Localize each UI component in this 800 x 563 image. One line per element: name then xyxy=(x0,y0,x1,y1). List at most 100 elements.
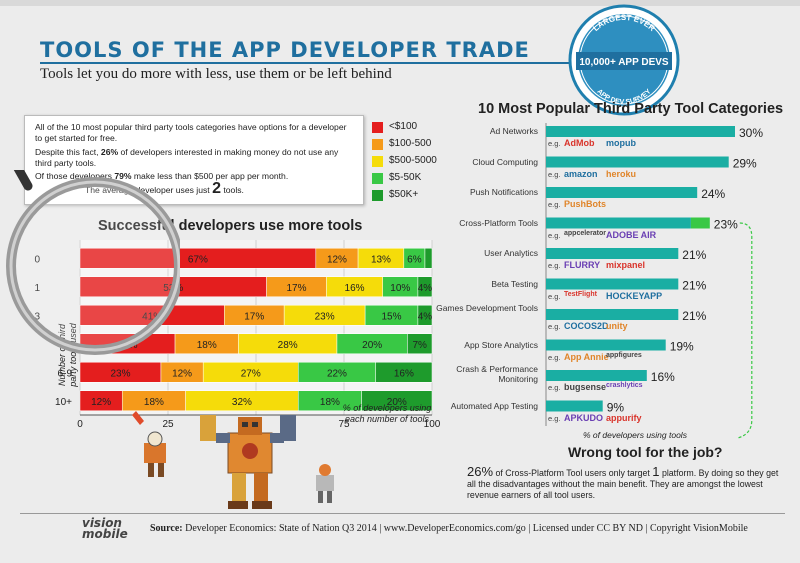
stacked-bar-segment xyxy=(238,333,338,354)
example-prefix: e.g. xyxy=(548,139,561,148)
stacked-x-title: % of developers using each number of too… xyxy=(342,403,432,424)
survey-seal: LARGEST EVER 10,000+ APP DEVS APP DEV SU… xyxy=(568,4,680,116)
example-tool-logo: FLURRY xyxy=(564,260,601,270)
wrong-tool-text: 26% of Cross-Platform Tool users only ta… xyxy=(467,464,779,500)
category-bar xyxy=(546,278,679,290)
legend-swatch xyxy=(372,156,383,167)
footer-source: Source: Developer Economics: State of Na… xyxy=(150,523,748,534)
seal-middle-text: 10,000+ APP DEVS xyxy=(579,57,669,68)
legend-item: $5-50K xyxy=(372,171,472,185)
category-label: App Store Analytics xyxy=(464,339,538,350)
legend-label: $5-50K xyxy=(389,172,422,183)
stacked-data-label: 17% xyxy=(244,311,264,322)
legend-item: <$100 xyxy=(372,120,472,134)
category-label: Cloud Computing xyxy=(472,156,538,167)
stacked-data-label: 23% xyxy=(315,311,335,322)
example-prefix: e.g. xyxy=(548,413,561,423)
category-bar xyxy=(546,217,691,229)
legend-label: $100-500 xyxy=(389,138,432,149)
legend-item: $50K+ xyxy=(372,188,472,202)
magnifier-graphic xyxy=(6,170,180,355)
legend-item: $500-5000 xyxy=(372,154,472,168)
small-robot-right xyxy=(316,464,334,503)
stacked-data-label: 16% xyxy=(394,368,414,379)
category-label: User Analytics xyxy=(484,248,538,258)
category-value-label: 30% xyxy=(739,126,763,140)
category-label: Cross-Platform Tools xyxy=(459,217,538,228)
stacked-bar-segment xyxy=(174,333,239,354)
legend-swatch xyxy=(372,122,383,133)
intro-line-1: All of the 10 most popular third party t… xyxy=(35,122,347,143)
stacked-data-label: 12% xyxy=(91,397,111,408)
example-tool-logo: appfigures xyxy=(606,351,642,359)
stacked-data-label: 7% xyxy=(412,340,427,351)
category-bar xyxy=(546,156,729,168)
stacked-data-label: 67% xyxy=(188,254,208,265)
category-value-label: 21% xyxy=(682,279,706,293)
title-rule xyxy=(40,62,570,64)
example-tool-logo: appurify xyxy=(606,412,642,423)
stacked-bar-segment xyxy=(364,305,419,326)
stacked-x-tick: 0 xyxy=(77,419,83,430)
stacked-bar-segment xyxy=(283,305,366,326)
example-tool-logo: crashlytics xyxy=(606,382,643,389)
example-tool-logo: ADOBE AIR xyxy=(606,229,657,240)
stacked-data-label: 20% xyxy=(362,340,382,351)
legend-swatch xyxy=(372,139,383,150)
category-bar xyxy=(546,248,679,259)
example-tool-logo: heroku xyxy=(606,168,637,179)
intro-line-3: Of those developers 79% make less than $… xyxy=(35,171,289,181)
example-prefix: e.g. xyxy=(548,322,561,331)
legend-swatch xyxy=(372,190,383,201)
footer-rule xyxy=(20,513,785,514)
stacked-bar-segment xyxy=(375,362,433,383)
stacked-bar-segment xyxy=(326,276,383,297)
highlight-connector xyxy=(737,222,753,439)
category-bar xyxy=(546,187,698,198)
stacked-data-label: 6% xyxy=(407,254,422,265)
example-tool-logo: AdMob xyxy=(564,138,595,148)
category-label: Games Development Tools xyxy=(436,303,538,313)
category-label: Automated App Testing xyxy=(450,400,538,411)
example-prefix: e.g. xyxy=(548,261,561,270)
example-prefix: e.g. xyxy=(548,352,561,362)
example-prefix: e.g. xyxy=(548,291,561,301)
intro-box: All of the 10 most popular third party t… xyxy=(24,115,364,205)
big-robot-center xyxy=(200,415,296,509)
visionmobile-logo: vision mobile xyxy=(82,516,128,541)
stacked-bar-segment xyxy=(336,333,408,354)
legend-label: $50K+ xyxy=(389,189,419,200)
stacked-bar-segment xyxy=(202,362,299,383)
example-tool-logo: COCOS2D xyxy=(564,321,609,331)
legend-item: $100-500 xyxy=(372,137,472,151)
category-bar xyxy=(546,400,603,412)
example-tool-logo: mopub xyxy=(606,138,636,148)
category-bar xyxy=(546,370,647,381)
example-tool-logo: App Annie xyxy=(564,351,609,362)
legend-swatch xyxy=(372,173,383,184)
category-label: Beta Testing xyxy=(491,278,538,289)
example-tool-logo: APKUDO xyxy=(564,412,604,423)
example-prefix: e.g. xyxy=(548,169,561,179)
stacked-data-label: 12% xyxy=(327,254,347,265)
stacked-data-label: 17% xyxy=(286,283,306,294)
stacked-data-label: 10% xyxy=(390,283,410,294)
stacked-category-label: 10+ xyxy=(55,397,72,408)
stacked-data-label: 28% xyxy=(278,340,298,351)
intro-line-4: The average developer uses just 2 tools. xyxy=(85,180,244,197)
category-value-label: 29% xyxy=(733,157,757,171)
category-value-label: 21% xyxy=(682,248,706,262)
example-tool-logo: PushBots xyxy=(564,199,607,209)
example-tool-logo: amazon xyxy=(564,168,598,179)
stacked-data-label: 22% xyxy=(327,368,347,379)
category-bar-highlight xyxy=(690,217,710,229)
category-bar xyxy=(546,339,666,351)
category-value-label: 24% xyxy=(701,187,725,201)
stacked-data-label: 18% xyxy=(197,340,217,351)
intro-line-2: Despite this fact, 26% of developers int… xyxy=(35,147,339,168)
example-tool-logo: TestFlight xyxy=(564,290,597,298)
top-strip xyxy=(0,0,800,6)
stacked-bar-segment xyxy=(266,276,327,297)
category-bar xyxy=(546,126,735,137)
page-title: TOOLS OF THE APP DEVELOPER TRADE xyxy=(40,38,530,62)
